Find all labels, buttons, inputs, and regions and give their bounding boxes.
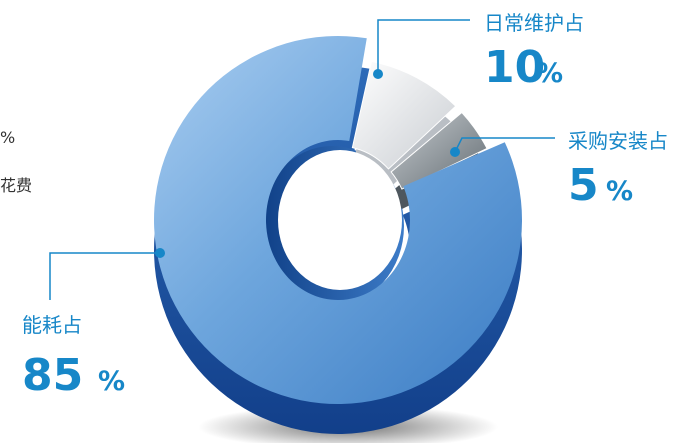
slice-energy-callout-line — [49, 252, 160, 300]
intro-fragment-cost: 花费 — [0, 176, 33, 195]
slice-energy-value: 85 — [22, 350, 83, 401]
slice-maintenance — [351, 60, 457, 170]
slice-energy-label: 能耗占 — [22, 313, 82, 337]
slice-energy-unit: % — [98, 366, 125, 397]
donut-hole — [278, 150, 402, 290]
slice-procurement-callout-line — [454, 137, 555, 153]
slice-energy — [153, 36, 522, 404]
slice-maintenance-value: 10 — [484, 42, 545, 93]
slice-procurement-unit: % — [606, 176, 633, 207]
slice-maintenance-unit: % — [536, 58, 563, 89]
slice-maintenance-label: 日常维护占 — [484, 11, 584, 35]
intro-fragment-percent: % — [0, 128, 16, 147]
slice-maintenance-callout-line — [377, 19, 470, 74]
slice-procurement-value: 5 — [568, 160, 599, 211]
slice-procurement-label: 采购安装占 — [568, 129, 668, 153]
